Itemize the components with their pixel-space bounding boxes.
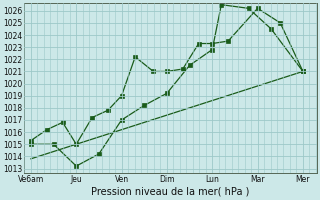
X-axis label: Pression niveau de la mer( hPa ): Pression niveau de la mer( hPa ) (91, 187, 250, 197)
